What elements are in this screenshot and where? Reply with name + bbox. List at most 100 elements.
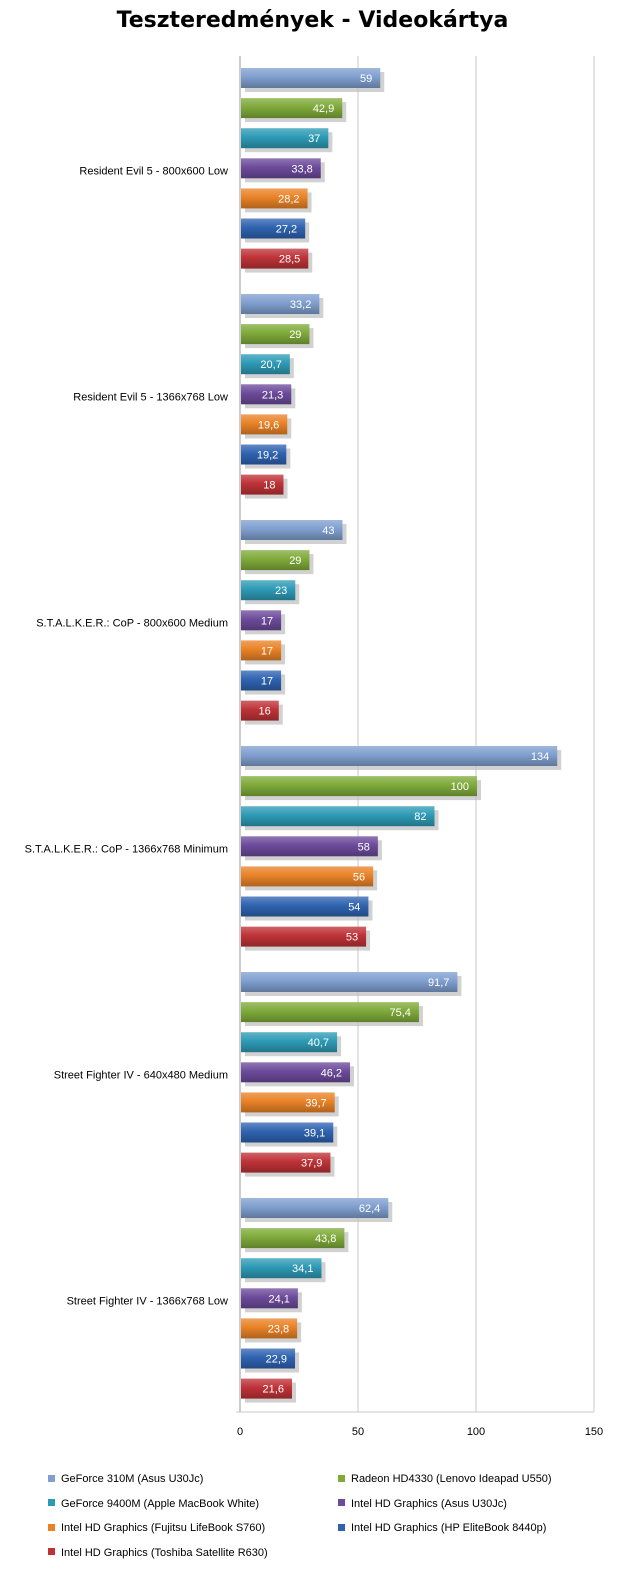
category-label: Street Fighter IV - 640x480 Medium — [54, 1069, 228, 1081]
bar: 18 — [241, 474, 288, 499]
bar-rect — [241, 384, 292, 405]
bar-rect — [241, 188, 308, 209]
bar: 62,4 — [241, 1198, 393, 1222]
bar-rect — [241, 926, 367, 947]
legend-label: Intel HD Graphics (HP EliteBook 8440p) — [351, 1522, 547, 1534]
bar-rect — [241, 444, 287, 465]
bar: 17 — [241, 640, 286, 665]
data-label: 58 — [358, 841, 370, 853]
bar: 20,7 — [241, 354, 294, 379]
bar: 56 — [241, 866, 378, 891]
bar-rect — [241, 746, 558, 766]
bar: 33,8 — [241, 158, 325, 183]
legend-label: Radeon HD4330 (Lenovo Ideapad U550) — [351, 1473, 552, 1485]
bar-rect — [241, 550, 310, 571]
bar-rect — [241, 474, 284, 495]
bar: 23 — [241, 580, 300, 605]
data-label: 21,3 — [262, 389, 283, 401]
data-label: 39,7 — [305, 1097, 326, 1109]
bar: 19,2 — [241, 444, 291, 469]
data-label: 29 — [289, 329, 301, 341]
bar-chart: 59 42,9 37 33,8 28,2 27,2 28,5 33,2 29 20,7 21,3 19… — [25, 56, 603, 1438]
data-label: 43 — [322, 525, 334, 537]
legend-swatch — [338, 1474, 345, 1482]
bar: 29 — [241, 324, 314, 349]
bar-rect — [241, 896, 369, 917]
bar-rect — [241, 1002, 419, 1023]
bar-rect — [241, 1062, 351, 1083]
bar: 24,1 — [241, 1288, 302, 1313]
bar: 37 — [241, 128, 333, 153]
data-label: 40,7 — [308, 1037, 329, 1049]
bar-rect — [241, 98, 343, 119]
bar-rect — [241, 670, 282, 691]
data-label: 21,6 — [263, 1384, 284, 1396]
bar: 23,8 — [241, 1318, 302, 1343]
bar-rect — [241, 520, 343, 540]
bar-rect — [241, 1318, 298, 1339]
bar-rect — [241, 248, 309, 269]
data-label: 42,9 — [313, 103, 334, 115]
bar-rect — [241, 972, 458, 992]
bar: 29 — [241, 550, 314, 575]
bar-rect — [241, 1092, 335, 1113]
data-label: 20,7 — [260, 359, 281, 371]
category-label: Street Fighter IV - 1366x768 Low — [67, 1295, 228, 1307]
data-label: 100 — [451, 781, 469, 793]
legend-item: Intel HD Graphics (Fujitsu LifeBook S760… — [48, 1522, 265, 1534]
data-label: 19,2 — [257, 450, 278, 462]
data-label: 75,4 — [390, 1007, 411, 1019]
data-label: 28,2 — [278, 193, 299, 205]
bar-rect — [241, 1258, 322, 1279]
data-label: 33,2 — [290, 299, 311, 311]
x-tick-label: 100 — [467, 1426, 485, 1438]
bar: 58 — [241, 836, 382, 861]
data-label: 46,2 — [321, 1067, 342, 1079]
bar-rect — [241, 640, 282, 661]
data-label: 33,8 — [291, 163, 312, 175]
bar-rect — [241, 1122, 334, 1143]
bar-rect — [241, 294, 320, 314]
bar: 100 — [241, 776, 481, 801]
data-label: 16 — [259, 706, 271, 718]
bar: 59 — [241, 68, 385, 92]
data-label: 62,4 — [359, 1203, 380, 1215]
bar-rect — [241, 776, 477, 797]
bar-rect — [241, 1288, 298, 1309]
bar-rect — [241, 806, 435, 827]
data-label: 19,6 — [258, 419, 279, 431]
category-label: Resident Evil 5 - 1366x768 Low — [73, 391, 228, 403]
data-label: 17 — [261, 615, 273, 627]
bar-rect — [241, 1228, 345, 1249]
category-label: S.T.A.L.K.E.R.: CoP - 1366x768 Minimum — [25, 843, 228, 855]
legend-swatch — [48, 1548, 55, 1556]
gridlines — [357, 56, 595, 1412]
bar-rect — [241, 354, 290, 375]
legend-swatch — [338, 1499, 345, 1507]
data-label: 37 — [308, 133, 320, 145]
bar: 22,9 — [241, 1348, 300, 1373]
bar: 82 — [241, 806, 439, 831]
bar: 43,8 — [241, 1228, 349, 1253]
data-label: 24,1 — [268, 1293, 289, 1305]
chart-title: Teszteredmények - Videokártya — [116, 8, 509, 33]
bar-rect — [241, 700, 279, 721]
data-label: 28,5 — [279, 254, 300, 266]
bar: 39,7 — [241, 1092, 339, 1117]
legend-item: GeForce 9400M (Apple MacBook White) — [48, 1498, 259, 1510]
bar: 28,5 — [241, 248, 313, 273]
data-label: 43,8 — [315, 1233, 336, 1245]
data-label: 29 — [289, 555, 301, 567]
bar-rect — [241, 1032, 338, 1053]
data-label: 91,7 — [428, 977, 449, 989]
legend-label: Intel HD Graphics (Asus U30Jc) — [351, 1497, 507, 1510]
legend-item: Intel HD Graphics (Asus U30Jc) — [338, 1498, 507, 1510]
axis: 0 50 100 150 Resident Evil 5 - 800x600 Low Re… — [25, 56, 603, 1438]
legend-item: Intel HD Graphics (Toshiba Satellite R63… — [48, 1547, 268, 1559]
x-tick-label: 0 — [237, 1426, 243, 1438]
legend-label: GeForce 9400M (Apple MacBook White) — [61, 1497, 260, 1510]
data-label: 18 — [263, 480, 275, 492]
bar: 34,1 — [241, 1258, 326, 1283]
bar-rect — [241, 218, 306, 239]
bars: 59 42,9 37 33,8 28,2 27,2 28,5 33,2 29 20,7 21,3 19… — [241, 68, 562, 1403]
